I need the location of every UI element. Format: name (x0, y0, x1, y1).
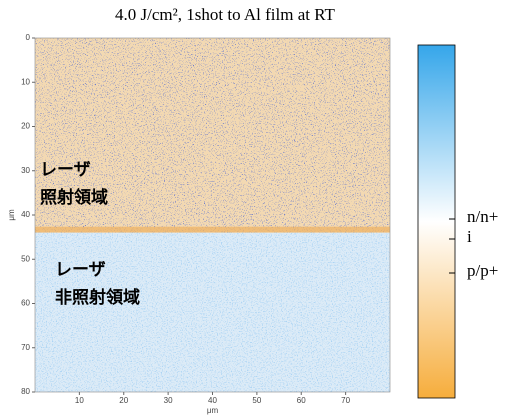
y-tick-label: 0 (26, 33, 31, 42)
annotation: レーザ (40, 160, 91, 180)
x-tick-label: 60 (297, 396, 306, 405)
colorbar (417, 44, 456, 399)
y-tick-label: 10 (21, 77, 30, 86)
x-tick-label: 20 (119, 396, 128, 405)
y-tick-label: 80 (21, 387, 30, 396)
boundary (35, 226, 390, 233)
colorbar-label: i (467, 227, 472, 246)
annotation: 非照射領域 (55, 287, 140, 308)
colorbar-label: p/p+ (467, 261, 498, 280)
annotation: レーザ (55, 260, 106, 280)
y-tick-label: 20 (21, 122, 30, 131)
y-axis-label: μm (7, 209, 16, 221)
y-tick-label: 30 (21, 166, 30, 175)
plot-area (34, 37, 391, 393)
non-irradiated-noise (35, 232, 390, 392)
x-tick-label: 40 (208, 396, 217, 405)
chart-title: 4.0 J/cm², 1shot to Al film at RT (115, 5, 335, 24)
x-axis-label: μm (207, 406, 219, 415)
x-tick-label: 50 (252, 396, 261, 405)
x-tick-label: 70 (341, 396, 350, 405)
annotation: 照射領域 (40, 187, 108, 208)
y-tick-label: 40 (21, 210, 30, 219)
y-tick-label: 50 (21, 254, 30, 263)
irradiated-noise (35, 38, 390, 233)
x-tick-label: 30 (164, 396, 173, 405)
y-tick-label: 60 (21, 299, 30, 308)
x-tick-label: 10 (75, 396, 84, 405)
y-tick-label: 70 (21, 343, 30, 352)
colorbar-label: n/n+ (467, 207, 498, 226)
